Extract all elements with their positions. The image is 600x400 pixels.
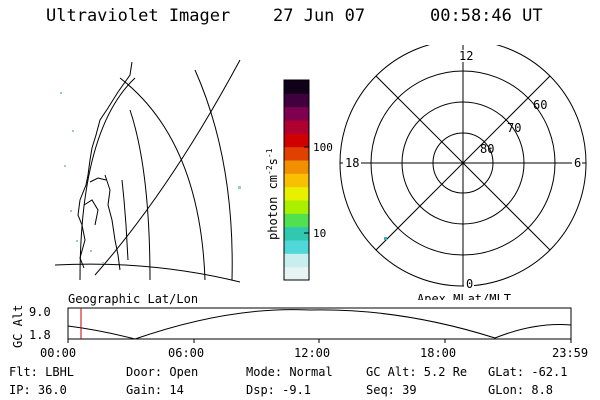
colorbar-cell [284, 226, 309, 241]
colorbar-tick-label-100: 100 [313, 141, 333, 154]
altitude-frame [67, 307, 572, 340]
polar-data-dot [384, 237, 387, 240]
colorbar-cell [284, 146, 309, 161]
altitude-y-bottom: 1.8 [29, 328, 51, 342]
mode-info: Mode: Normal [246, 365, 333, 379]
gc-alt-info: GC Alt: 5.2 Re [366, 365, 468, 379]
colorbar-cell [284, 240, 309, 254]
mlat-label-60: 60 [533, 98, 547, 112]
x-tick-2359: 23:59 [552, 346, 588, 360]
geo-noise-dots [60, 92, 241, 264]
colorbar: 100 10 photon cm-2s-1 [265, 79, 333, 281]
seq-info: Seq: 39 [366, 383, 417, 397]
mlt-label-0: 0 [466, 277, 473, 291]
colorbar-cell [284, 266, 309, 281]
mlat-label-80: 80 [480, 142, 494, 156]
altitude-curve [67, 309, 572, 340]
geo-coastlines [77, 61, 133, 271]
colorbar-cell [284, 93, 309, 108]
door-info: Door: Open [126, 365, 199, 379]
altitude-ylabel: GC Alt [11, 305, 25, 348]
mlt-label-18: 18 [345, 156, 359, 170]
colorbar-cells [284, 80, 309, 281]
colorbar-frame [283, 79, 310, 281]
x-tick-1200: 12:00 [294, 346, 330, 360]
colorbar-cell [284, 213, 309, 228]
geo-panel-label: Geographic Lat/Lon [68, 292, 198, 306]
apex-polar-plot: 12 0 18 6 60 70 80 Apex MLat/MLT [339, 45, 587, 300]
colorbar-unit-label: photon cm-2s-1 [265, 148, 280, 240]
colorbar-cell [284, 80, 309, 94]
colorbar-cell [284, 173, 309, 188]
colorbar-cell [284, 160, 309, 174]
colorbar-cell [284, 253, 309, 268]
observation-time: 00:58:46 UT [430, 6, 543, 26]
polar-spokes [340, 45, 586, 286]
x-tick-0000: 00:00 [40, 346, 76, 360]
x-tick-0600: 06:00 [168, 346, 204, 360]
geo-grid-lines [54, 59, 241, 283]
colorbar-tick-label-10: 10 [313, 227, 326, 240]
observation-date: 27 Jun 07 [273, 6, 366, 26]
ip-info: IP: 36.0 [9, 383, 67, 397]
altitude-x-ticks [67, 339, 572, 343]
colorbar-cell [284, 133, 309, 148]
mlat-label-70: 70 [507, 121, 521, 135]
mlt-label-12: 12 [459, 49, 473, 63]
glat-info: GLat: -62.1 [488, 365, 568, 379]
instrument-title: Ultraviolet Imager [46, 6, 231, 26]
colorbar-cell [284, 106, 309, 121]
altitude-strip-chart: GC Alt 9.0 1.8 00:00 06:00 12:00 18:00 2… [11, 305, 588, 360]
dsp-info: Dsp: -9.1 [246, 383, 312, 397]
filter-info: Flt: LBHL [9, 365, 75, 379]
gain-info: Gain: 14 [126, 383, 184, 397]
mlt-label-6: 6 [574, 156, 581, 170]
x-tick-1800: 18:00 [420, 346, 456, 360]
altitude-y-top: 9.0 [29, 305, 51, 319]
colorbar-cell [284, 186, 309, 201]
colorbar-cell [284, 120, 309, 134]
colorbar-cell [284, 200, 309, 214]
apex-panel-label: Apex MLat/MLT [417, 292, 511, 300]
glon-info: GLon: 8.8 [488, 383, 554, 397]
